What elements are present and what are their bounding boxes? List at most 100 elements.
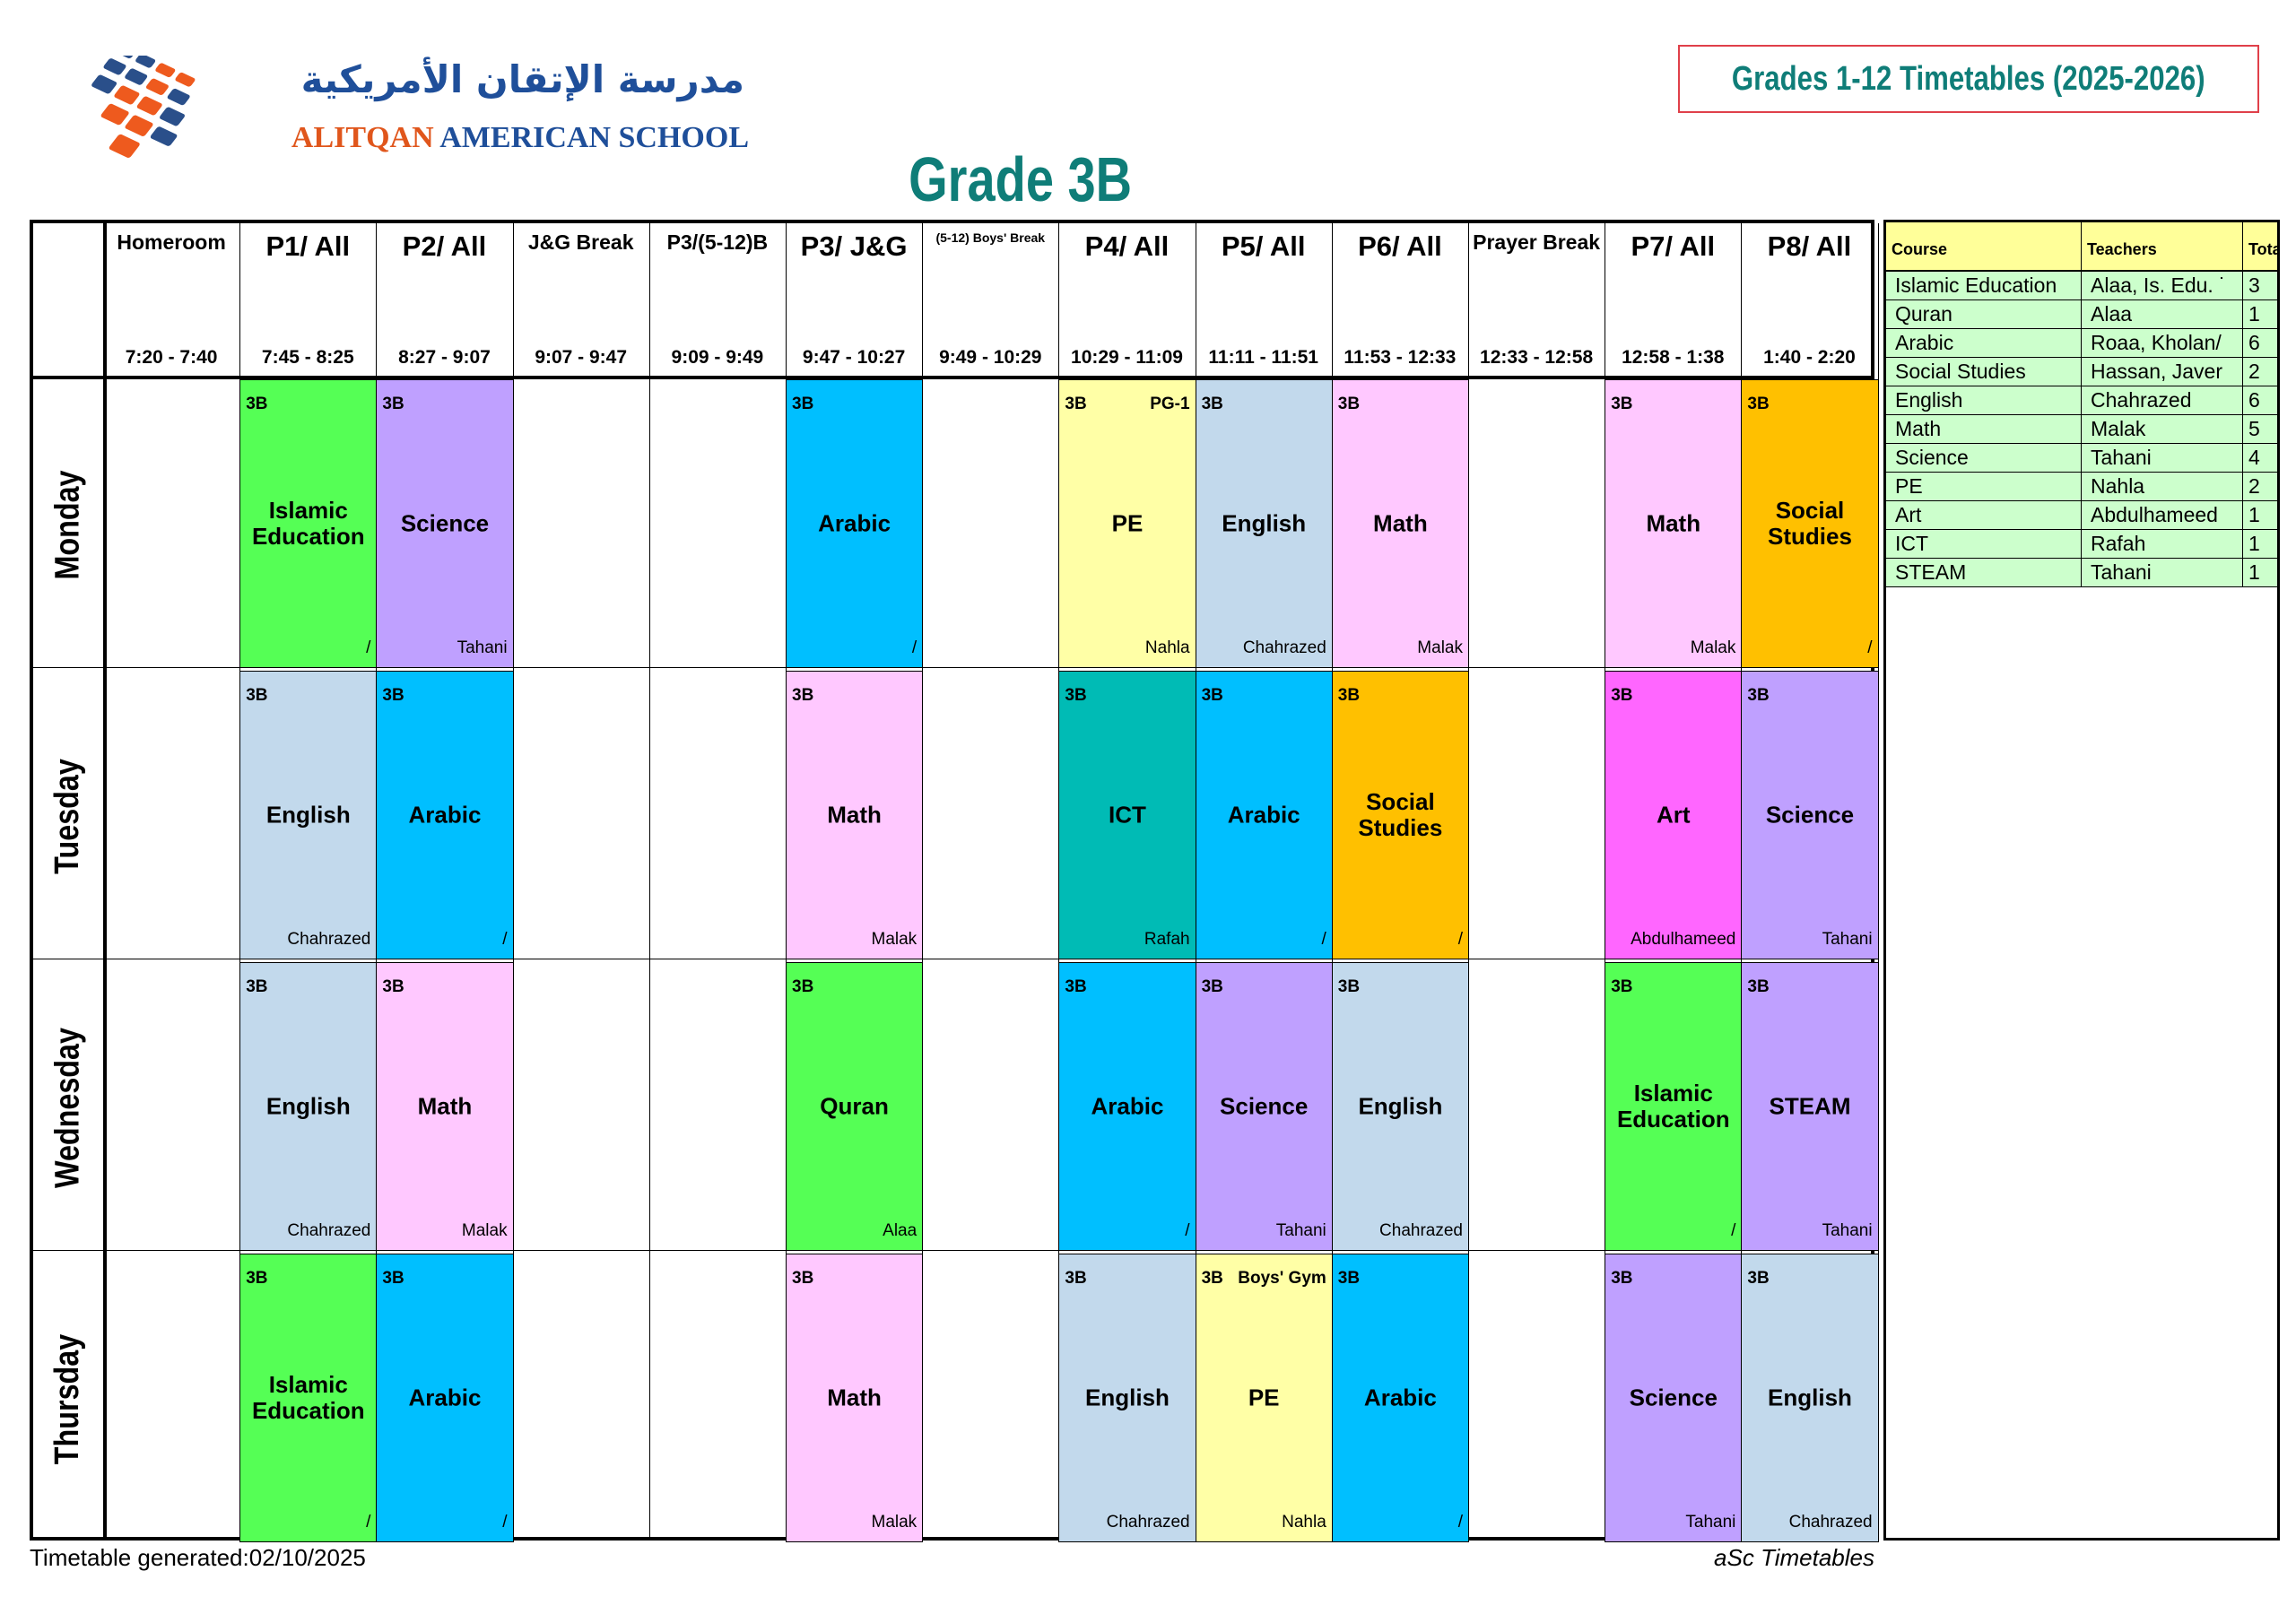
lesson-cell[interactable]: 3B Science Tahani bbox=[1605, 1254, 1743, 1542]
lesson-class: 3B bbox=[1747, 686, 1770, 705]
summary-cell: 1 bbox=[2248, 532, 2260, 555]
lesson-cell[interactable]: 3B ICT Rafah bbox=[1058, 671, 1196, 959]
summary-row: Math Malak 5 bbox=[1886, 415, 2277, 444]
lesson-cell[interactable]: 3B Math Malak bbox=[1331, 379, 1469, 668]
lesson-class: 3B bbox=[1611, 686, 1633, 705]
timetables-title-box: Grades 1-12 Timetables (2025-2026) bbox=[1678, 45, 2259, 113]
lesson-teacher: Chahrazed bbox=[287, 1221, 371, 1240]
day-label-monday: Monday bbox=[33, 379, 103, 671]
lesson-cell[interactable]: 3B Math Malak bbox=[1605, 379, 1743, 668]
summary-cell: Rafah bbox=[2082, 530, 2243, 558]
lesson-cell[interactable]: 3B English Chahrazed bbox=[1195, 379, 1333, 668]
period-header: (5-12) Boys' Break 9:49 - 10:29 bbox=[922, 223, 1058, 376]
period-time: 10:29 - 11:09 bbox=[1071, 347, 1183, 368]
lesson-cell[interactable]: 3B Arabic / bbox=[376, 1254, 514, 1542]
lesson-cell[interactable]: 3B English Chahrazed bbox=[1058, 1254, 1196, 1542]
lesson-cell[interactable]: 3B Social Studies / bbox=[1741, 379, 1879, 668]
lesson-cell[interactable]: 3B English Chahrazed bbox=[239, 671, 378, 959]
lesson-cell[interactable]: 3B Art Abdulhameed bbox=[1605, 671, 1743, 959]
lesson-cell[interactable]: 3B Math Malak bbox=[786, 1254, 924, 1542]
summary-cell: Alaa bbox=[2082, 300, 2243, 328]
lesson-teacher: / bbox=[1867, 638, 1873, 657]
lesson-class: 3B bbox=[1337, 1269, 1361, 1288]
summary-row: Social Studies Hassan, Javer 2 bbox=[1886, 358, 2277, 386]
lesson-class: 3B bbox=[246, 977, 268, 996]
lesson-cell[interactable]: 3B Islamic Education / bbox=[1605, 962, 1743, 1251]
lesson-subject: Art bbox=[1657, 801, 1691, 829]
summary-header-cell: Course bbox=[1886, 222, 2082, 270]
lesson-cell[interactable]: 3B Arabic / bbox=[1195, 671, 1333, 959]
summary-row: Islamic Education Alaa, Is. Edu. ˙ 3 bbox=[1886, 272, 2277, 300]
row-divider bbox=[33, 667, 1871, 668]
lesson-subject: Math bbox=[417, 1092, 473, 1120]
lesson-cell[interactable]: 3B Science Tahani bbox=[1741, 671, 1879, 959]
lesson-class: 3B bbox=[246, 686, 268, 705]
lesson-class: 3B bbox=[792, 977, 814, 996]
summary-cell: Social Studies bbox=[1886, 358, 2082, 386]
lesson-subject: English bbox=[1222, 509, 1307, 537]
period-time: 1:40 - 2:20 bbox=[1763, 347, 1856, 368]
period-time: 9:07 - 9:47 bbox=[535, 347, 628, 368]
lesson-class: 3B bbox=[1611, 977, 1633, 996]
summary-cell: Quran bbox=[1886, 300, 2082, 328]
lesson-subject: Math bbox=[827, 801, 882, 829]
lesson-cell[interactable]: 3B English Chahrazed bbox=[1331, 962, 1469, 1251]
lesson-cell[interactable]: 3B Science Tahani bbox=[1195, 962, 1333, 1251]
period-label: P3/(5-12)B bbox=[666, 230, 769, 254]
lesson-cell[interactable]: 3B Boys' Gym PE Nahla bbox=[1195, 1254, 1333, 1542]
period-header: J&G Break 9:07 - 9:47 bbox=[513, 223, 649, 376]
lesson-class: 3B bbox=[1747, 395, 1770, 413]
lesson-subject: English bbox=[265, 801, 351, 829]
lesson-teacher: / bbox=[502, 930, 508, 949]
period-label: P3/ J&G bbox=[800, 230, 908, 262]
lesson-teacher: Chahrazed bbox=[1242, 638, 1326, 657]
lesson-teacher: / bbox=[366, 638, 371, 657]
lesson-cell[interactable]: 3B PG-1 PE Nahla bbox=[1058, 379, 1196, 668]
lesson-class: 3B bbox=[382, 686, 404, 705]
summary-cell: Roaa, Kholan/ bbox=[2082, 329, 2243, 357]
period-label: (5-12) Boys' Break bbox=[935, 230, 1046, 245]
lesson-subject: Islamic Education bbox=[251, 497, 365, 550]
school-name-part2: AMERICAN SCHOOL bbox=[439, 121, 749, 154]
lesson-cell[interactable]: 3B Quran Alaa bbox=[786, 962, 924, 1251]
lesson-cell[interactable]: 3B Math Malak bbox=[376, 962, 514, 1251]
lesson-subject: Science bbox=[1765, 801, 1855, 829]
lesson-subject: PE bbox=[1111, 509, 1144, 537]
lesson-cell[interactable]: 3B Science Tahani bbox=[376, 379, 514, 668]
summary-row: ICT Rafah 1 bbox=[1886, 530, 2277, 559]
period-header: P2/ All 8:27 - 9:07 bbox=[376, 223, 512, 376]
lesson-subject: Islamic Education bbox=[1616, 1080, 1730, 1133]
lesson-teacher: Tahani bbox=[457, 638, 508, 657]
lesson-cell[interactable]: 3B Math Malak bbox=[786, 671, 924, 959]
day-label-tuesday: Tuesday bbox=[33, 671, 103, 962]
summary-cell: Alaa, Is. Edu. ˙ bbox=[2082, 272, 2243, 299]
summary-header-row: Course Teachers Tota bbox=[1886, 222, 2277, 272]
lesson-subject: English bbox=[265, 1092, 351, 1120]
lesson-subject: PE bbox=[1248, 1384, 1280, 1411]
lesson-cell[interactable]: 3B Islamic Education / bbox=[239, 379, 378, 668]
lesson-cell[interactable]: 3B Arabic / bbox=[1058, 962, 1196, 1251]
period-header: P6/ All 11:53 - 12:33 bbox=[1332, 223, 1468, 376]
lesson-subject: Science bbox=[1629, 1384, 1718, 1411]
lesson-class: 3B bbox=[1611, 395, 1633, 413]
period-label: P6/ All bbox=[1358, 230, 1442, 262]
lesson-teacher: Tahani bbox=[1822, 930, 1873, 949]
lesson-cell[interactable]: 3B Arabic / bbox=[786, 379, 924, 668]
lesson-cell[interactable]: 3B English Chahrazed bbox=[1741, 1254, 1879, 1542]
lesson-teacher: / bbox=[1457, 1513, 1463, 1532]
lesson-teacher: Malak bbox=[871, 1513, 918, 1532]
summary-cell: 1 bbox=[2248, 503, 2260, 526]
logo-mark-icon bbox=[91, 44, 196, 158]
lesson-cell[interactable]: 3B English Chahrazed bbox=[239, 962, 378, 1251]
lesson-cell[interactable]: 3B Arabic / bbox=[376, 671, 514, 959]
lesson-cell[interactable]: 3B Social Studies / bbox=[1331, 671, 1469, 959]
lesson-cell[interactable]: 3B Arabic / bbox=[1331, 1254, 1469, 1542]
summary-cell: 6 bbox=[2248, 331, 2260, 354]
lesson-cell[interactable]: 3B Islamic Education / bbox=[239, 1254, 378, 1542]
lesson-cell[interactable]: 3B STEAM Tahani bbox=[1741, 962, 1879, 1251]
lesson-teacher: Rafah bbox=[1144, 930, 1190, 949]
summary-row: English Chahrazed 6 bbox=[1886, 386, 2277, 415]
summary-row: PE Nahla 2 bbox=[1886, 473, 2277, 501]
school-name-english: ALITQAN AMERICAN SCHOOL bbox=[269, 120, 749, 156]
